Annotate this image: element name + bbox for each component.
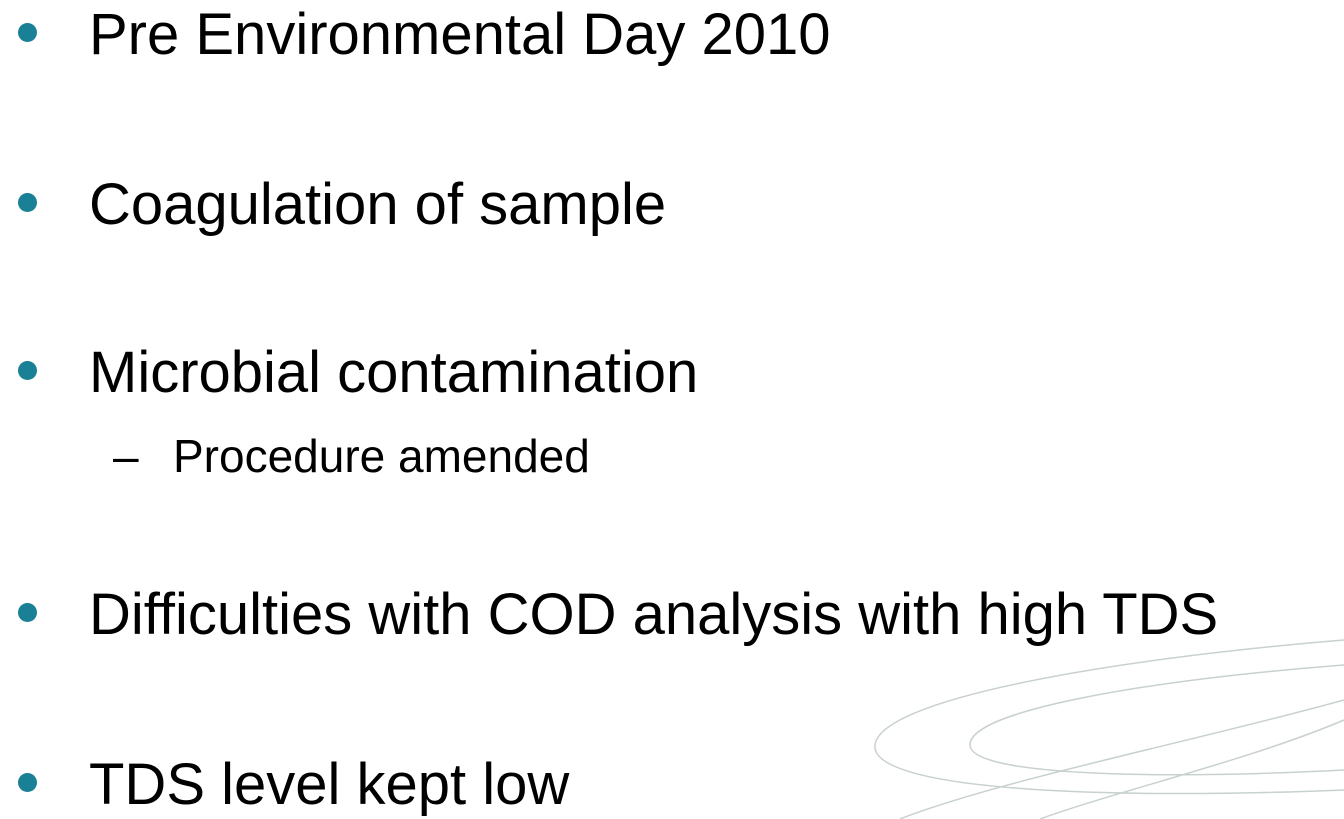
bullet-text: Microbial contamination (89, 340, 699, 405)
sub-bullet-text: Procedure amended (173, 430, 590, 482)
bullet-dash: – (113, 430, 139, 482)
bullet-text: Coagulation of sample (89, 172, 667, 237)
bullet-dot (18, 23, 37, 42)
bullet-text: Difficulties with COD analysis with high… (89, 582, 1219, 647)
bullet-text: Pre Environmental Day 2010 (89, 2, 831, 67)
bullet-dot (18, 603, 37, 622)
bullet-dot (18, 773, 37, 792)
bullet-dot (18, 361, 37, 380)
bullet-dot (18, 193, 37, 212)
bullet-text: TDS level kept low (89, 752, 570, 817)
